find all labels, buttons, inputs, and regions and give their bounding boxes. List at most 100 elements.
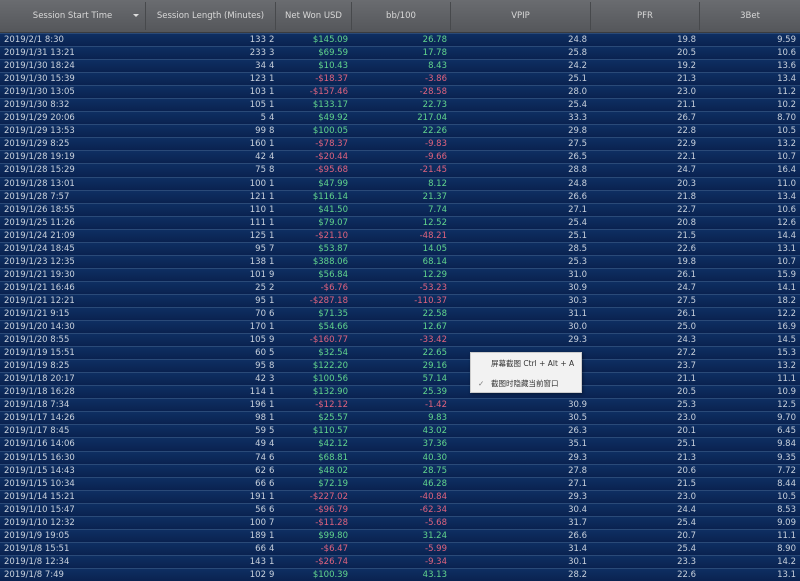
sort-down-icon[interactable]	[133, 14, 139, 17]
table-row[interactable]: 2019/1/21 19:30 101 9 $56.84 12.29 31.0 26.1 15…	[0, 267, 800, 281]
table-row[interactable]: 2019/1/23 12:35 138 1 $388.06 68.14 25.3 19.8 1…	[0, 254, 800, 268]
cell-3bet: 8.53	[777, 504, 796, 515]
cell-tables: 6	[269, 504, 275, 515]
cell-net-won: $68.81	[318, 452, 348, 463]
cell-pfr: 19.2	[677, 61, 696, 72]
table-row[interactable]: 2019/1/28 15:29 75 8 -$95.68 -21.45 28.8 24.7 1…	[0, 163, 800, 177]
cell-bb100: 43.02	[422, 426, 447, 437]
header-3bet[interactable]: 3Bet	[740, 11, 760, 21]
cell-net-won: $47.99	[318, 178, 348, 189]
cell-vpip: 29.3	[568, 335, 587, 346]
cell-vpip: 28.5	[568, 243, 587, 254]
cell-pfr: 19.8	[677, 256, 696, 267]
table-row[interactable]: 2019/1/10 12:32 100 7 -$11.28 -5.68 31.7 25.4 9…	[0, 515, 800, 529]
cell-net-won: $116.14	[312, 191, 348, 202]
table-row[interactable]: 2019/1/29 13:53 99 8 $100.05 22.26 29.8 22.8 10…	[0, 124, 800, 138]
cell-vpip: 29.3	[568, 452, 587, 463]
header-session-start-time[interactable]: Session Start Time	[0, 2, 146, 30]
table-row[interactable]: 2019/1/30 18:24 34 4 $10.43 8.43 24.2 19.2 13.6	[0, 59, 800, 73]
cell-start-time: 2019/1/15 10:34	[4, 478, 75, 489]
cell-3bet: 14.5	[777, 335, 796, 346]
cell-start-time: 2019/1/28 7:57	[4, 191, 70, 202]
cell-3bet: 16.9	[777, 322, 796, 333]
table-row[interactable]: 2019/1/21 16:46 25 2 -$6.76 -53.23 30.9 24.7 14…	[0, 280, 800, 294]
table-row[interactable]: 2019/1/10 15:47 56 6 -$96.79 -62.34 30.4 24.4 8…	[0, 502, 800, 516]
cell-length: 121	[249, 191, 266, 202]
cell-pfr: 25.4	[677, 543, 696, 554]
table-row[interactable]: 2019/1/18 16:28 114 1 $132.90 25.39 20.5 10.9	[0, 385, 800, 399]
table-row[interactable]: 2019/1/15 14:43 62 6 $48.02 28.75 27.8 20.6 7.7…	[0, 463, 800, 477]
cell-tables: 1	[269, 530, 275, 541]
table-row[interactable]: 2019/1/19 8:25 95 8 $122.20 29.16 23.7 13.2	[0, 359, 800, 373]
cell-pfr: 21.3	[677, 452, 696, 463]
table-row[interactable]: 2019/1/26 18:55 110 1 $41.50 7.74 27.1 22.7 10.…	[0, 202, 800, 216]
table-row[interactable]: 2019/1/20 8:55 105 9 -$160.77 -33.42 29.3 24.3…	[0, 333, 800, 347]
cell-bb100: 21.37	[422, 191, 447, 202]
table-row[interactable]: 2019/1/15 16:30 74 6 $68.81 40.30 29.3 21.3 9.3…	[0, 450, 800, 464]
cell-length: 125	[249, 230, 266, 241]
table-row[interactable]: 2019/1/30 8:32 105 1 $133.17 22.73 25.4 21.1 10…	[0, 98, 800, 112]
table-row[interactable]: 2019/1/15 10:34 66 6 $72.19 46.28 27.1 21.5 8.4…	[0, 476, 800, 490]
cell-vpip: 30.9	[568, 282, 587, 293]
cell-vpip: 25.3	[568, 256, 587, 267]
table-row[interactable]: 2019/1/21 9:15 70 6 $71.35 22.58 31.1 26.1 12.2	[0, 306, 800, 321]
cell-net-won: $42.12	[318, 439, 348, 450]
cell-vpip: 25.4	[568, 217, 587, 228]
table-row[interactable]: 2019/1/17 8:45 59 5 $110.57 43.02 26.3 20.1 6.4…	[0, 424, 800, 438]
header-pfr[interactable]: PFR	[591, 2, 700, 30]
table-row[interactable]: 2019/1/29 20:06 5 4 $49.92 217.04 33.3 26.7 8.7…	[0, 111, 800, 125]
cell-start-time: 2019/1/10 12:32	[4, 517, 75, 528]
cell-length: 114	[249, 387, 266, 398]
table-row[interactable]: 2019/1/24 18:45 95 7 $53.87 14.05 28.5 22.6 13.…	[0, 241, 800, 255]
cell-3bet: 13.2	[777, 139, 796, 150]
cell-net-won: $71.35	[318, 308, 348, 319]
cell-bb100: -110.37	[414, 295, 447, 306]
cell-vpip: 25.1	[568, 230, 587, 241]
table-row[interactable]: 2019/1/17 14:26 98 1 $25.57 9.83 30.5 23.0 9.70	[0, 411, 800, 425]
table-row[interactable]: 2019/1/28 13:01 100 1 $47.99 8.12 24.8 20.3 11.…	[0, 176, 800, 190]
cell-bb100: -53.23	[419, 282, 447, 293]
table-row[interactable]: 2019/1/30 15:39 123 1 -$18.37 -3.86 25.1 21.3 1…	[0, 72, 800, 86]
cell-3bet: 10.9	[777, 387, 796, 398]
cell-tables: 4	[269, 152, 275, 163]
menu-item-hide-window[interactable]: ✓ 截图时隐藏当前窗口	[471, 375, 581, 393]
cell-start-time: 2019/1/30 8:32	[4, 100, 70, 111]
cell-bb100: 25.39	[422, 387, 447, 398]
cell-start-time: 2019/1/15 14:43	[4, 465, 75, 476]
table-row[interactable]: 2019/1/25 11:26 111 1 $79.07 12.52 25.4 20.8 12…	[0, 215, 800, 229]
cell-start-time: 2019/1/21 19:30	[4, 269, 75, 280]
cell-tables: 3	[269, 374, 275, 385]
table-row[interactable]: 2019/1/14 15:21 191 1 -$227.02 -40.84 29.3 23.…	[0, 489, 800, 503]
checkmark-icon: ✓	[478, 379, 485, 388]
cell-3bet: 11.1	[777, 530, 796, 541]
cell-start-time: 2019/1/15 16:30	[4, 452, 75, 463]
table-row[interactable]: 2019/1/9 19:05 189 1 $99.80 31.24 26.6 20.7 11.…	[0, 528, 800, 542]
table-row[interactable]: 2019/1/28 19:19 42 4 -$20.44 -9.66 26.5 22.1 10…	[0, 150, 800, 164]
table-row[interactable]: 2019/1/18 7:34 196 1 -$12.12 -1.42 30.9 25.3 12…	[0, 398, 800, 412]
cell-net-won: -$26.74	[315, 556, 348, 567]
cell-length: 49	[255, 439, 266, 450]
header-bb100[interactable]: bb/100	[352, 2, 451, 30]
table-row[interactable]: 2019/1/18 20:17 42 3 $100.56 57.14 21.1 11.1	[0, 372, 800, 386]
cell-length: 66	[255, 478, 266, 489]
table-row[interactable]: 2019/1/21 12:21 95 1 -$287.18 -110.37 30.3 27.…	[0, 293, 800, 307]
table-row[interactable]: 2019/1/8 7:49 102 9 $100.39 43.13 28.2 22.6 13.…	[0, 567, 800, 581]
table-row[interactable]: 2019/1/8 12:34 143 1 -$26.74 -9.34 30.1 23.3 14…	[0, 554, 800, 568]
table-row[interactable]: 2019/1/30 13:05 103 1 -$157.46 -28.58 28.0 23.…	[0, 85, 800, 99]
table-row[interactable]: 2019/1/28 7:57 121 1 $116.14 21.37 26.6 21.8 13…	[0, 189, 800, 203]
cell-bb100: 22.26	[422, 126, 447, 137]
header-session-length[interactable]: Session Length (Minutes)	[146, 2, 276, 30]
header-net-won[interactable]: Net Won USD	[276, 2, 352, 30]
table-row[interactable]: 2019/1/29 8:25 160 1 -$78.37 -9.83 27.5 22.9 13…	[0, 137, 800, 151]
table-row[interactable]: 2019/1/8 15:51 66 4 -$6.47 -5.99 31.4 25.4 8.90	[0, 541, 800, 555]
table-row[interactable]: 2019/1/19 15:51 60 5 $32.54 22.65 27.2 15.3	[0, 346, 800, 360]
cell-length: 95	[255, 295, 266, 306]
cell-vpip: 27.8	[568, 465, 587, 476]
menu-item-screenshot[interactable]: 屏幕截图 Ctrl + Alt + A	[471, 355, 581, 373]
table-row[interactable]: 2019/1/16 14:06 49 4 $42.12 37.36 35.1 25.1 9.8…	[0, 437, 800, 451]
table-row[interactable]: 2019/1/31 13:21 233 3 $69.59 17.78 25.8 20.5 10…	[0, 46, 800, 60]
table-row[interactable]: 2019/1/24 21:09 125 1 -$21.10 -48.21 25.1 21.5…	[0, 228, 800, 242]
table-row[interactable]: 2019/2/1 8:30 133 2 $145.09 26.78 24.8 19.8 9.5…	[0, 33, 800, 47]
table-row[interactable]: 2019/1/20 14:30 170 1 $54.66 12.67 30.0 25.0 16…	[0, 320, 800, 334]
header-vpip[interactable]: VPIP	[451, 2, 591, 30]
